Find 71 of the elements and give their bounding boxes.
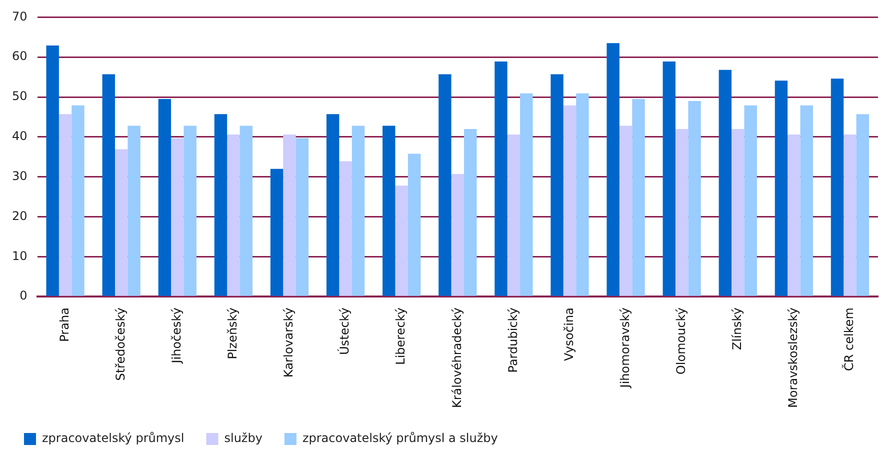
bar: [662, 62, 676, 296]
bar: [632, 99, 645, 296]
x-tick-label: Středočeský: [113, 308, 128, 381]
bar: [451, 174, 464, 296]
legend-label: zpracovatelský průmysl a služby: [302, 431, 498, 446]
bar: [619, 126, 632, 296]
bar: [58, 114, 72, 296]
bar: [744, 105, 757, 296]
y-tick-label: 0: [20, 288, 28, 303]
bar: [128, 126, 140, 296]
bar: [830, 78, 844, 296]
bar: [856, 114, 870, 296]
bar: [46, 46, 59, 296]
x-tick-label: Praha: [57, 308, 72, 342]
bar: [270, 168, 284, 296]
bar: [227, 134, 240, 296]
legend-label: služby: [224, 431, 262, 446]
y-tick-label: 20: [12, 208, 28, 223]
bar: [675, 128, 688, 296]
y-tick-label: 70: [12, 9, 28, 24]
bar: [688, 101, 701, 296]
y-tick-label: 50: [12, 89, 28, 104]
bar: [438, 74, 452, 296]
x-tick-label: Ústecký: [336, 308, 352, 355]
bar: [158, 99, 172, 296]
bar: [283, 134, 296, 296]
bar: [382, 126, 396, 296]
x-tick-label: Jihočeský: [170, 308, 184, 364]
legend-label: zpracovatelský průmysl: [42, 431, 184, 446]
bar: [563, 105, 576, 296]
bar: [171, 138, 184, 296]
bar: [800, 105, 813, 296]
x-tick-label: Liberecký: [394, 308, 408, 365]
x-tick-label: Vysočina: [562, 308, 576, 362]
bar: [114, 149, 128, 296]
bar: [408, 154, 421, 296]
bar: [326, 114, 340, 296]
bar: [788, 134, 800, 296]
bar: [395, 186, 408, 296]
x-tick-label: Zlínský: [730, 308, 744, 350]
bar: [774, 80, 788, 296]
x-tick-label: Plzeňský: [226, 308, 240, 360]
bar: [576, 93, 589, 296]
bar: [732, 128, 744, 296]
y-tick-label: 30: [12, 168, 28, 183]
x-tick-label: Karlovarský: [282, 308, 296, 378]
bar: [184, 126, 196, 296]
x-tick-label: Olomoucký: [674, 308, 688, 375]
y-tick-label: 40: [12, 129, 28, 144]
bar: [102, 74, 115, 296]
x-tick-label: Královéhradecký: [450, 308, 464, 408]
bar: [844, 134, 856, 296]
y-tick-label: 60: [12, 49, 28, 64]
x-tick-label: Jihomoravský: [618, 308, 632, 389]
bar: [606, 43, 620, 296]
bar: [464, 128, 477, 296]
bar: [214, 114, 228, 296]
bar: [339, 161, 352, 296]
x-tick-label: ČR celkem: [841, 308, 856, 372]
y-tick-label: 10: [12, 248, 28, 263]
bar: [550, 74, 564, 296]
bar: [718, 70, 732, 296]
bar: [296, 138, 309, 296]
bar: [72, 105, 84, 296]
bar: [520, 93, 533, 296]
x-tick-label: Pardubický: [506, 308, 520, 373]
bar: [507, 134, 520, 296]
bar: [352, 126, 365, 296]
x-tick-label: Moravskoslezský: [786, 308, 800, 408]
bar: [494, 62, 508, 296]
bar: [240, 126, 252, 296]
